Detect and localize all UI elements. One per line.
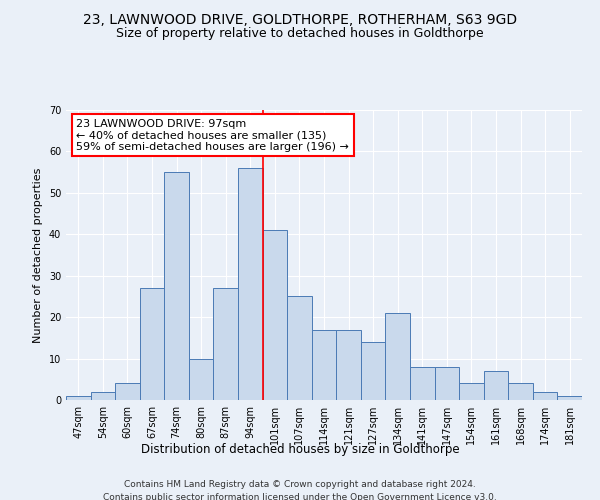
Text: Size of property relative to detached houses in Goldthorpe: Size of property relative to detached ho… <box>116 28 484 40</box>
Bar <box>410 367 434 400</box>
Text: 23, LAWNWOOD DRIVE, GOLDTHORPE, ROTHERHAM, S63 9GD: 23, LAWNWOOD DRIVE, GOLDTHORPE, ROTHERHA… <box>83 12 517 26</box>
Bar <box>459 384 484 400</box>
Bar <box>361 342 385 400</box>
Bar <box>484 371 508 400</box>
Bar <box>66 396 91 400</box>
Bar <box>508 384 533 400</box>
Bar <box>557 396 582 400</box>
Text: Contains HM Land Registry data © Crown copyright and database right 2024.
Contai: Contains HM Land Registry data © Crown c… <box>103 480 497 500</box>
Bar <box>91 392 115 400</box>
Text: Distribution of detached houses by size in Goldthorpe: Distribution of detached houses by size … <box>140 442 460 456</box>
Text: 23 LAWNWOOD DRIVE: 97sqm
← 40% of detached houses are smaller (135)
59% of semi-: 23 LAWNWOOD DRIVE: 97sqm ← 40% of detach… <box>76 118 349 152</box>
Bar <box>164 172 189 400</box>
Bar <box>385 313 410 400</box>
Bar <box>263 230 287 400</box>
Bar <box>533 392 557 400</box>
Bar <box>434 367 459 400</box>
Y-axis label: Number of detached properties: Number of detached properties <box>33 168 43 342</box>
Bar <box>238 168 263 400</box>
Bar <box>214 288 238 400</box>
Bar <box>336 330 361 400</box>
Bar <box>312 330 336 400</box>
Bar <box>287 296 312 400</box>
Bar <box>115 384 140 400</box>
Bar <box>189 358 214 400</box>
Bar <box>140 288 164 400</box>
